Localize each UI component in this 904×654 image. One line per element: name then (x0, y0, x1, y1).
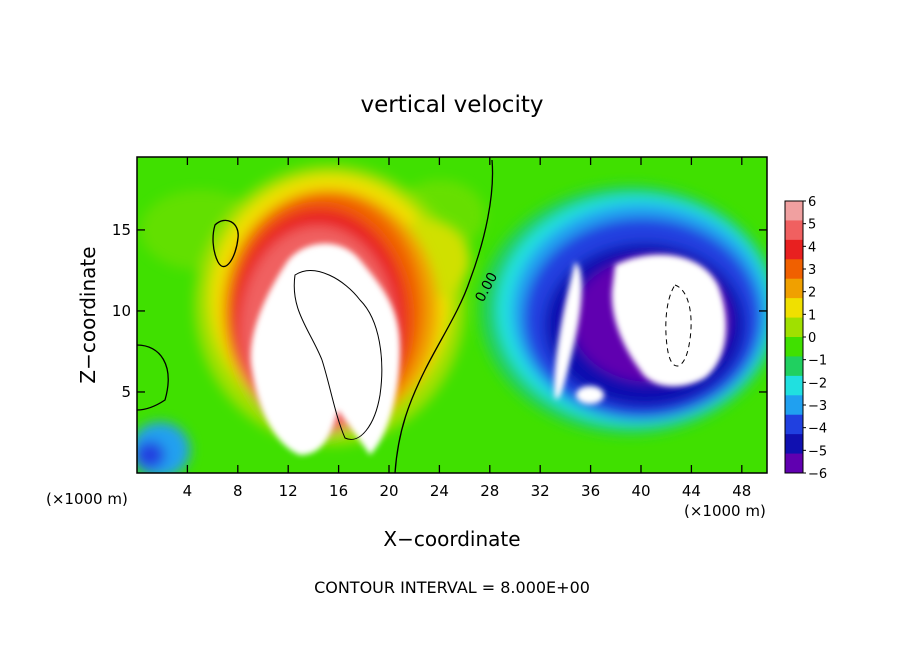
chart-title: vertical velocity (361, 92, 544, 118)
x-tick-label: 48 (732, 482, 751, 500)
colorbar-tick-label: −5 (808, 444, 827, 459)
x-tick-label: 4 (183, 482, 193, 500)
zero-contour-line (394, 159, 494, 473)
colorbar-swatch (785, 337, 803, 357)
updraft-white-core (250, 243, 400, 455)
colorbar-tick-label: −2 (808, 376, 827, 391)
y-axis-label: Z−coordinate (76, 246, 100, 383)
x-tick-label: 16 (329, 482, 348, 500)
colorbar-swatch (785, 259, 803, 280)
colorbar-swatch (785, 220, 803, 241)
colorbar: 6 5 4 3 2 1 0 −1 −2 −3 −4 −5 −6 (784, 195, 827, 482)
x-axis-ticks: 4 8 12 16 20 24 28 32 36 40 44 48 (183, 157, 751, 500)
x-tick-label: 40 (631, 482, 650, 500)
colorbar-tick-label: −4 (808, 422, 827, 437)
x-tick-label: 24 (430, 482, 449, 500)
colorbar-swatch (785, 298, 803, 319)
zero-contour-small (212, 219, 239, 268)
colorbar-tick-label: 4 (808, 240, 816, 255)
x-tick-label: 32 (531, 482, 550, 500)
colorbar-swatch (785, 317, 803, 338)
colorbar-tick-label: 5 (808, 218, 816, 233)
colorbar-swatch (785, 356, 803, 377)
downdraft-white-streak (554, 262, 582, 400)
colorbar-tick-label: 0 (808, 331, 816, 346)
zero-contour-left (137, 344, 169, 411)
inner-contour-updraft (293, 270, 383, 440)
contour-interval-note: CONTOUR INTERVAL = 8.000E+00 (314, 578, 590, 597)
colorbar-tick-label: −1 (808, 354, 827, 369)
colorbar-swatch (785, 414, 803, 435)
colorbar-swatch (785, 239, 803, 260)
x-tick-label: 20 (379, 482, 398, 500)
colorbar-swatch (785, 201, 803, 221)
y-tick-label: 5 (121, 383, 131, 401)
colorbar-swatch (785, 395, 803, 416)
x-axis-label: X−coordinate (383, 527, 520, 551)
colorbar-swatch (785, 453, 803, 474)
colorbar-tick-label: 3 (808, 263, 816, 278)
colorbar-swatch (785, 375, 803, 396)
colorbar-swatch (785, 434, 803, 455)
x-tick-label: 12 (279, 482, 298, 500)
y-tick-label: 15 (112, 221, 131, 239)
downdraft-white-core (611, 254, 727, 387)
y-tick-label: 10 (112, 302, 131, 320)
x-units-left: (×1000 m) (46, 490, 128, 508)
heatmap-field: 0.00 (137, 157, 767, 473)
x-tick-label: 36 (581, 482, 600, 500)
colorbar-swatch (785, 278, 803, 299)
plot-frame (136, 156, 768, 474)
x-tick-label: 8 (233, 482, 243, 500)
colorbar-tick-label: −6 (808, 467, 827, 482)
y-axis-ticks: 5 10 15 (112, 221, 767, 401)
inner-contour-downdraft (665, 284, 692, 367)
colorbar-tick-label: −3 (808, 399, 827, 414)
x-tick-label: 28 (480, 482, 499, 500)
x-tick-label: 44 (682, 482, 701, 500)
x-units-right: (×1000 m) (684, 502, 766, 520)
colorbar-tick-label: 1 (808, 308, 816, 323)
colorbar-tick-label: 6 (808, 195, 816, 210)
colorbar-tick-label: 2 (808, 286, 816, 301)
